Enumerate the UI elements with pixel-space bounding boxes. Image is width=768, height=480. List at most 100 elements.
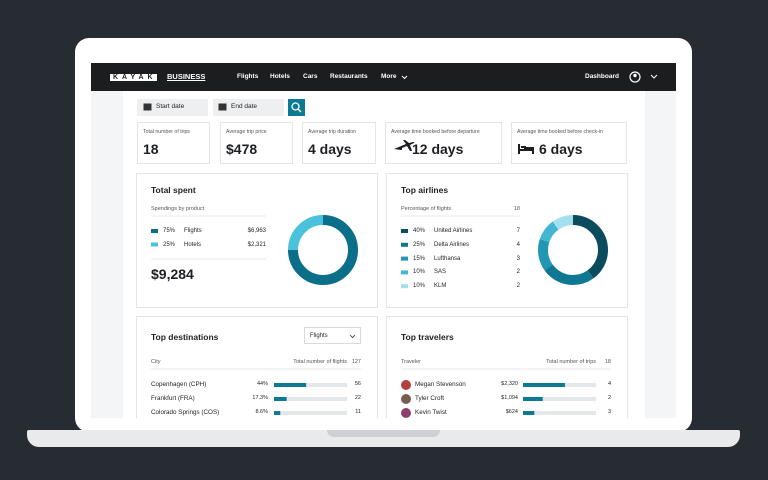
legend-swatch bbox=[151, 242, 158, 247]
item-percent: 10% bbox=[413, 283, 426, 290]
bar-track bbox=[274, 411, 347, 415]
traveler-amount: $1,094 bbox=[501, 395, 518, 402]
bar bbox=[274, 397, 287, 401]
traveler-amount: $2,320 bbox=[501, 381, 518, 388]
item-amount: $6,963 bbox=[247, 228, 266, 234]
calendar-icon bbox=[143, 103, 152, 111]
nav-bar bbox=[91, 63, 676, 91]
traveler-trips: 3 bbox=[607, 409, 611, 416]
stat-card bbox=[302, 122, 376, 164]
chevron bbox=[349, 334, 356, 339]
donut-segment bbox=[288, 215, 358, 285]
bar-track bbox=[523, 411, 596, 415]
column-total: 127 bbox=[351, 359, 361, 366]
stat-label: Total number of trips bbox=[143, 129, 190, 136]
city-name: Frankfurt (FRA) bbox=[151, 394, 195, 402]
chevron[interactable] bbox=[650, 74, 658, 79]
avatar bbox=[401, 408, 411, 418]
dropdown[interactable] bbox=[304, 327, 361, 344]
item-name: Flights bbox=[184, 228, 202, 234]
donut-segment bbox=[538, 215, 608, 285]
avatar bbox=[401, 380, 411, 390]
stat-card bbox=[137, 122, 210, 164]
item-name: KLM bbox=[434, 283, 447, 290]
row-count: 11 bbox=[355, 409, 361, 416]
stat-label: Average trip duration bbox=[308, 129, 357, 136]
item-percent: 25% bbox=[413, 241, 426, 248]
item-percent: 25% bbox=[163, 241, 176, 248]
stat-card bbox=[385, 122, 502, 164]
bar bbox=[274, 383, 307, 387]
traveler-name: Tyler Croft bbox=[415, 394, 445, 402]
bar bbox=[523, 383, 565, 387]
chevron bbox=[401, 75, 408, 80]
stat-value: $478 bbox=[226, 141, 258, 157]
card-title: Top travelers bbox=[401, 331, 454, 342]
row-percent: 17.3% bbox=[252, 395, 268, 402]
nav-link[interactable]: Restaurants bbox=[330, 72, 368, 80]
nav-link[interactable]: Flights bbox=[237, 72, 259, 80]
legend-swatch bbox=[401, 242, 408, 247]
legend-swatch bbox=[401, 229, 408, 233]
bar bbox=[274, 411, 281, 415]
card bbox=[386, 173, 628, 308]
dropdown-value: Flights bbox=[310, 332, 328, 339]
item-count: 2 bbox=[516, 283, 520, 290]
card-title: Total spent bbox=[151, 184, 196, 195]
date-placeholder: Start date bbox=[156, 103, 185, 111]
nav-link[interactable]: Hotels bbox=[270, 72, 290, 80]
donut-segment bbox=[538, 215, 608, 285]
card-subtitle: Percentage of flights bbox=[401, 206, 452, 213]
screen: KAYAK BUSINESS Flights Hotels Cars Restaurant… bbox=[91, 63, 676, 418]
logo: KAYAK bbox=[110, 73, 157, 81]
row-percent: 44% bbox=[256, 381, 268, 388]
bar bbox=[523, 411, 535, 415]
user-icon[interactable] bbox=[629, 71, 641, 83]
total-amount: $9,284 bbox=[151, 266, 194, 282]
stat-value: 6 days bbox=[539, 141, 583, 157]
item-percent: 75% bbox=[163, 228, 176, 234]
card bbox=[136, 173, 378, 308]
city-name: Copenhagen (CPH) bbox=[151, 380, 207, 388]
item-count: 3 bbox=[516, 255, 520, 262]
legend-swatch bbox=[401, 270, 408, 275]
item-percent: 10% bbox=[413, 269, 426, 276]
date-placeholder: End date bbox=[231, 103, 258, 111]
stat-label: Average trip price bbox=[226, 129, 267, 136]
search-button[interactable] bbox=[288, 99, 305, 116]
column-header: Traveler bbox=[401, 359, 421, 366]
traveler-name: Kevin Twist bbox=[415, 408, 447, 416]
legend-swatch bbox=[151, 229, 158, 233]
item-name: SAS bbox=[434, 269, 447, 276]
search-icon bbox=[291, 102, 300, 111]
item-count: 7 bbox=[516, 228, 520, 234]
bed-icon bbox=[518, 144, 534, 154]
user-icon bbox=[633, 73, 637, 78]
column-header: Total number of trips bbox=[546, 359, 596, 366]
stat-label: Average time booked before check-in bbox=[517, 129, 603, 136]
date-input[interactable] bbox=[137, 99, 208, 116]
item-count: 4 bbox=[516, 241, 520, 248]
traveler-trips: 2 bbox=[607, 395, 611, 402]
nav-link[interactable]: More bbox=[381, 72, 397, 80]
card-total: 18 bbox=[513, 206, 520, 213]
laptop-notch bbox=[327, 430, 440, 437]
stat-value: 4 days bbox=[308, 141, 352, 157]
nav-link[interactable]: Cars bbox=[303, 72, 318, 80]
bar-track bbox=[274, 383, 347, 387]
stat-value: 18 bbox=[143, 141, 159, 157]
stat-label: Average time booked before departure bbox=[391, 129, 480, 136]
card-subtitle: Spendings by product bbox=[151, 206, 205, 213]
stat-card bbox=[511, 122, 627, 164]
legend-swatch bbox=[401, 284, 408, 289]
logo-suffix: BUSINESS bbox=[167, 72, 206, 82]
stat-card bbox=[220, 122, 293, 164]
date-input[interactable] bbox=[213, 99, 284, 116]
item-percent: 15% bbox=[413, 255, 426, 262]
bar bbox=[523, 397, 543, 401]
bar-track bbox=[274, 397, 347, 401]
nav-dashboard[interactable]: Dashboard bbox=[585, 72, 619, 80]
laptop-base bbox=[27, 430, 740, 447]
legend-swatch bbox=[401, 256, 408, 261]
